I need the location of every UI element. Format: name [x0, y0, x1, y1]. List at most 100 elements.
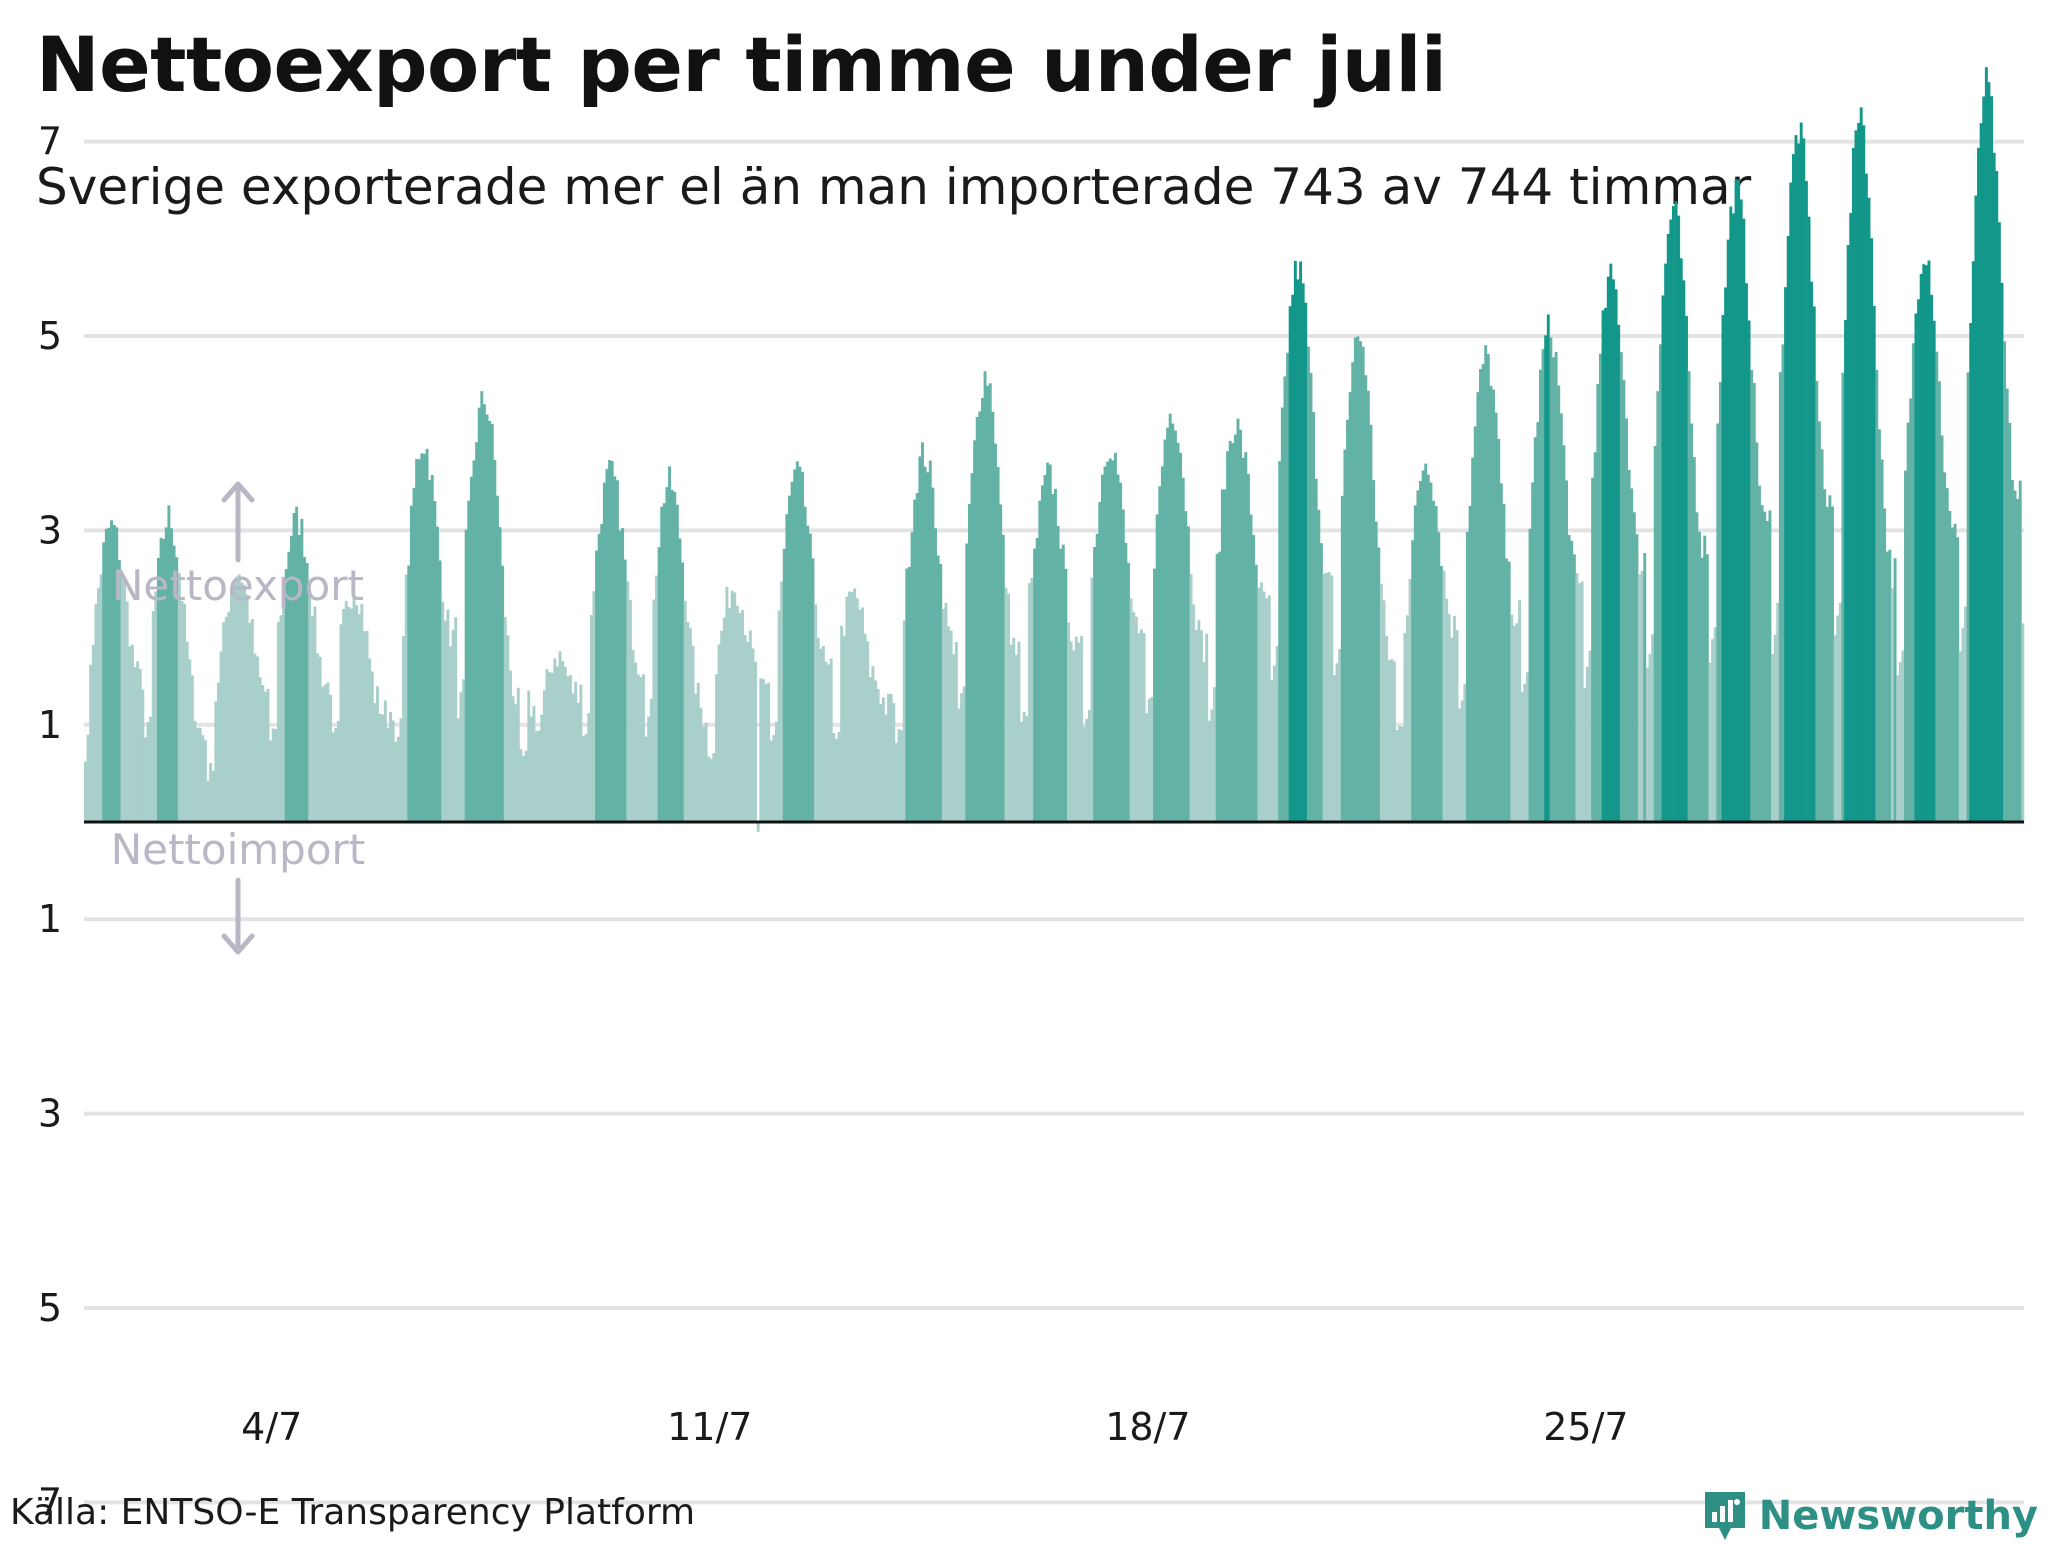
- x-axis-ticks: 4/7 11/7 18/7 25/7: [241, 1405, 1628, 1449]
- hour-bar: [1851, 147, 1855, 823]
- hour-bar: [1267, 595, 1271, 822]
- hour-bar: [900, 730, 904, 822]
- hour-bar: [816, 637, 820, 822]
- hour-bar: [1137, 633, 1141, 822]
- hour-bar: [1265, 598, 1269, 822]
- hour-bar: [548, 672, 552, 822]
- hour-bar: [1820, 449, 1824, 822]
- hour-bar: [907, 566, 911, 822]
- hour-bar: [1692, 457, 1696, 822]
- hour-bar: [336, 721, 340, 822]
- hour-bar: [1330, 575, 1334, 822]
- chart-title: Nettoexport per timme under juli: [36, 20, 1447, 109]
- hour-bar: [399, 718, 403, 822]
- hour-bar: [829, 658, 833, 822]
- hour-bar: [313, 606, 317, 822]
- hour-bar: [308, 591, 312, 822]
- hour-bar: [579, 684, 583, 822]
- hour-bar: [349, 608, 353, 822]
- hour-bar: [1666, 234, 1670, 822]
- hour-bar: [1403, 632, 1407, 822]
- hour-bar: [271, 728, 275, 822]
- hour-bar: [1312, 411, 1316, 822]
- hour-bar: [203, 740, 207, 822]
- hour-bar: [326, 682, 330, 822]
- hour-bar: [1578, 583, 1582, 822]
- hour-bar: [529, 716, 533, 822]
- hour-bar: [991, 411, 995, 822]
- hour-bar: [587, 713, 591, 822]
- hour-bar: [605, 468, 609, 822]
- hour-bar: [1007, 593, 1010, 822]
- hour-bar: [871, 666, 875, 822]
- hour-bar: [1849, 212, 1853, 822]
- hour-bar: [1106, 461, 1110, 822]
- hour-bar: [503, 616, 507, 822]
- hour-bar: [649, 698, 653, 822]
- y-tick-label: 3: [38, 1092, 62, 1136]
- hour-bar: [402, 636, 406, 822]
- hour-bar: [785, 514, 789, 822]
- hour-bar: [1737, 179, 1741, 822]
- hour-bar: [344, 600, 348, 822]
- hour-bar: [1982, 96, 1986, 823]
- hour-bar: [1528, 528, 1532, 822]
- hour-bar: [1536, 422, 1540, 822]
- hour-bar: [120, 572, 124, 822]
- hour-bar: [1549, 337, 1553, 822]
- hour-bar: [566, 676, 570, 822]
- hour-bar: [1205, 633, 1209, 822]
- hour-bar: [201, 735, 205, 822]
- hour-bar: [1940, 435, 1944, 822]
- hour-bar: [1914, 313, 1918, 822]
- hour-bar: [1823, 489, 1827, 822]
- hour-bar: [1186, 526, 1190, 822]
- hour-bar: [1249, 514, 1253, 822]
- hour-bar: [1765, 520, 1769, 822]
- hour-bar: [214, 701, 218, 822]
- hour-bar: [774, 721, 778, 822]
- hour-bar: [1074, 636, 1078, 822]
- hour-bar: [316, 653, 319, 822]
- hour-bar: [1309, 372, 1313, 822]
- hour-bar: [1155, 514, 1159, 822]
- hour-bar: [433, 500, 437, 822]
- hour-bar: [1505, 558, 1509, 822]
- hour-bar: [1200, 630, 1203, 822]
- hour-bar: [1632, 512, 1636, 822]
- hour-bar: [386, 727, 390, 822]
- hour-bar: [743, 635, 747, 822]
- hour-bar: [1922, 264, 1926, 822]
- hour-bar: [1387, 660, 1391, 822]
- hour-bar: [284, 569, 288, 822]
- hour-bar: [289, 535, 293, 822]
- hour-bar: [480, 391, 484, 822]
- hour-bar: [1711, 639, 1715, 822]
- hour-bar: [1103, 466, 1107, 822]
- hour-bar: [2005, 388, 2009, 822]
- hour-bar: [310, 615, 314, 822]
- hour-bar: [746, 641, 750, 822]
- hour-bar: [292, 513, 296, 822]
- hour-bar: [1406, 615, 1409, 822]
- hour-bar: [1061, 544, 1065, 822]
- hour-bar: [1585, 666, 1589, 822]
- hour-bar: [331, 732, 335, 822]
- hour-bar: [1685, 315, 1688, 822]
- hour-bar: [1262, 591, 1266, 822]
- hour-bar: [1030, 577, 1034, 822]
- hour-bar: [769, 740, 773, 822]
- hour-bar: [894, 742, 898, 822]
- hour-bar: [1087, 709, 1091, 822]
- hour-bar: [355, 605, 359, 822]
- hour-bar: [592, 591, 596, 822]
- hour-bar: [321, 686, 325, 822]
- hour-bar: [263, 691, 267, 822]
- hour-bar: [842, 636, 846, 822]
- hour-bar: [1286, 352, 1289, 822]
- hour-bar: [1570, 540, 1574, 822]
- hour-bar: [905, 568, 909, 822]
- hour-bar: [918, 456, 922, 822]
- hour-bar: [811, 558, 815, 822]
- hour-bar: [1713, 627, 1717, 822]
